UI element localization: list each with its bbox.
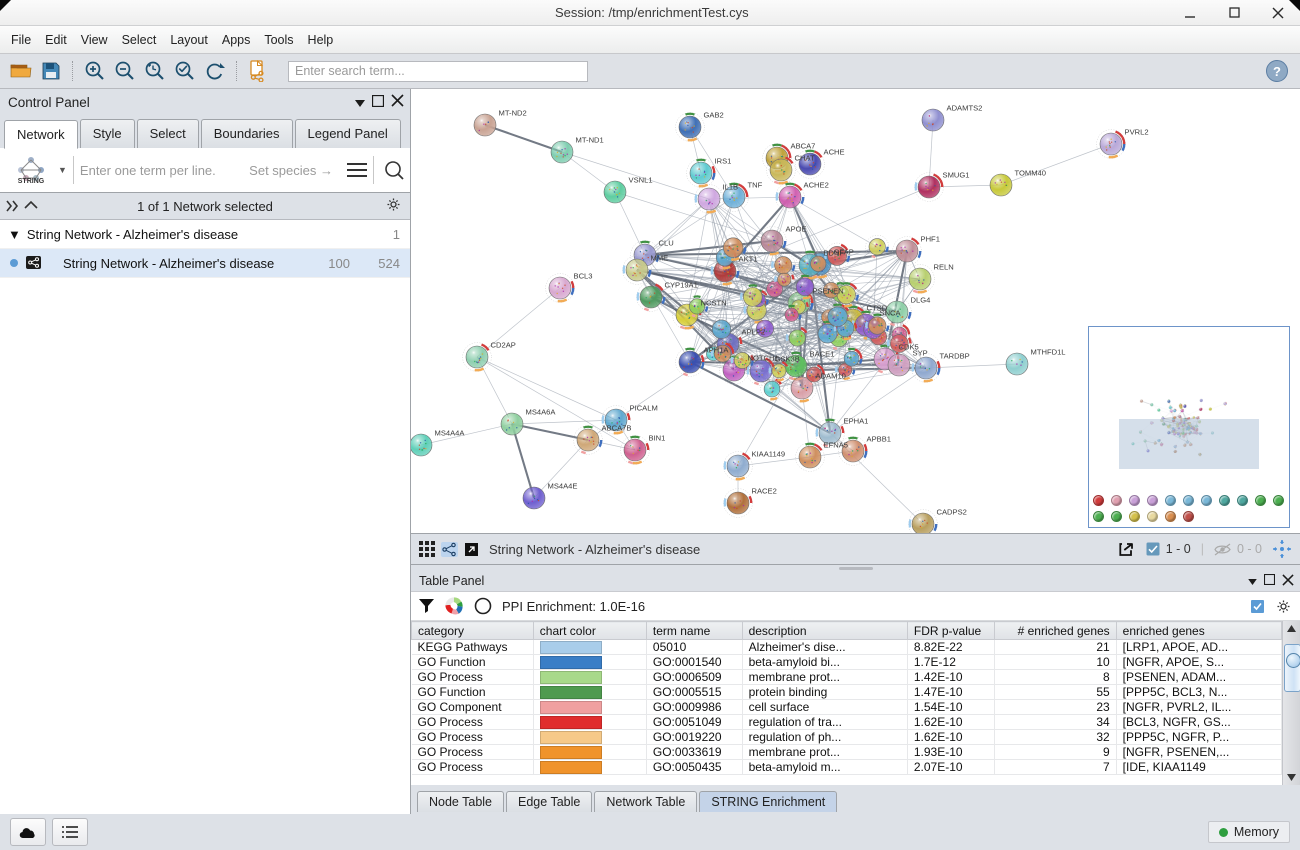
svg-text:ABCA7: ABCA7: [791, 142, 816, 151]
svg-text:KIAA1149: KIAA1149: [752, 450, 786, 459]
svg-text:MT-ND2: MT-ND2: [499, 109, 527, 118]
svg-text:SYP: SYP: [913, 349, 928, 358]
svg-text:MS4A4E: MS4A4E: [548, 482, 578, 491]
svg-text:VSNL1: VSNL1: [629, 176, 653, 185]
svg-text:ADAMTS2: ADAMTS2: [947, 104, 983, 113]
svg-text:MS4A6A: MS4A6A: [526, 408, 557, 417]
svg-text:BIN1: BIN1: [649, 434, 666, 443]
svg-text:BCL3: BCL3: [574, 272, 593, 281]
svg-text:BDNF: BDNF: [824, 249, 845, 258]
svg-text:TNF: TNF: [748, 181, 763, 190]
svg-text:TOMM40: TOMM40: [1015, 169, 1047, 178]
svg-text:APOE: APOE: [786, 225, 807, 234]
svg-text:?: ?: [1273, 64, 1281, 79]
svg-text:APH1A: APH1A: [704, 346, 730, 355]
svg-text:APBB1: APBB1: [867, 435, 891, 444]
svg-text:ABCA7B: ABCA7B: [602, 424, 632, 433]
svg-text:RACE2: RACE2: [752, 487, 777, 496]
svg-text:EFNA5: EFNA5: [824, 441, 848, 450]
svg-text:MTHFD1L: MTHFD1L: [1031, 348, 1066, 357]
svg-text:GSK3B: GSK3B: [775, 355, 800, 364]
svg-text:EPHA1: EPHA1: [844, 417, 869, 426]
svg-text:MT-ND1: MT-ND1: [576, 136, 604, 145]
svg-text:IRS1: IRS1: [715, 157, 732, 166]
svg-text:ACHE: ACHE: [824, 148, 845, 157]
svg-text:CLU: CLU: [659, 239, 674, 248]
svg-text:TARDBP: TARDBP: [940, 352, 970, 361]
svg-text:BACE1: BACE1: [810, 350, 835, 359]
svg-text:CD2AP: CD2AP: [491, 341, 516, 350]
svg-text:GAB2: GAB2: [704, 111, 724, 120]
svg-text:MME: MME: [651, 254, 669, 263]
svg-text:ADAM10: ADAM10: [816, 372, 846, 381]
svg-text:SNCA: SNCA: [880, 309, 902, 318]
svg-text:APLP2: APLP2: [742, 328, 766, 337]
svg-text:CADPS2: CADPS2: [937, 508, 967, 517]
svg-text:PICALM: PICALM: [630, 404, 658, 413]
svg-text:PHF1: PHF1: [921, 235, 940, 244]
svg-text:SMUG1: SMUG1: [943, 171, 970, 180]
svg-text:MS4A4A: MS4A4A: [435, 429, 466, 438]
svg-text:PVRL2: PVRL2: [1125, 128, 1149, 137]
svg-text:PSENEN: PSENEN: [813, 287, 844, 296]
svg-text:CYP19A1: CYP19A1: [665, 281, 698, 290]
svg-text:AKT1: AKT1: [739, 255, 758, 264]
svg-text:ACHE2: ACHE2: [804, 181, 829, 190]
svg-text:IL1B: IL1B: [723, 183, 739, 192]
svg-text:RELN: RELN: [934, 263, 954, 272]
svg-text:DLG4: DLG4: [911, 296, 931, 305]
svg-text:NCSTN: NCSTN: [701, 299, 727, 308]
svg-text:CHAT: CHAT: [795, 154, 815, 163]
